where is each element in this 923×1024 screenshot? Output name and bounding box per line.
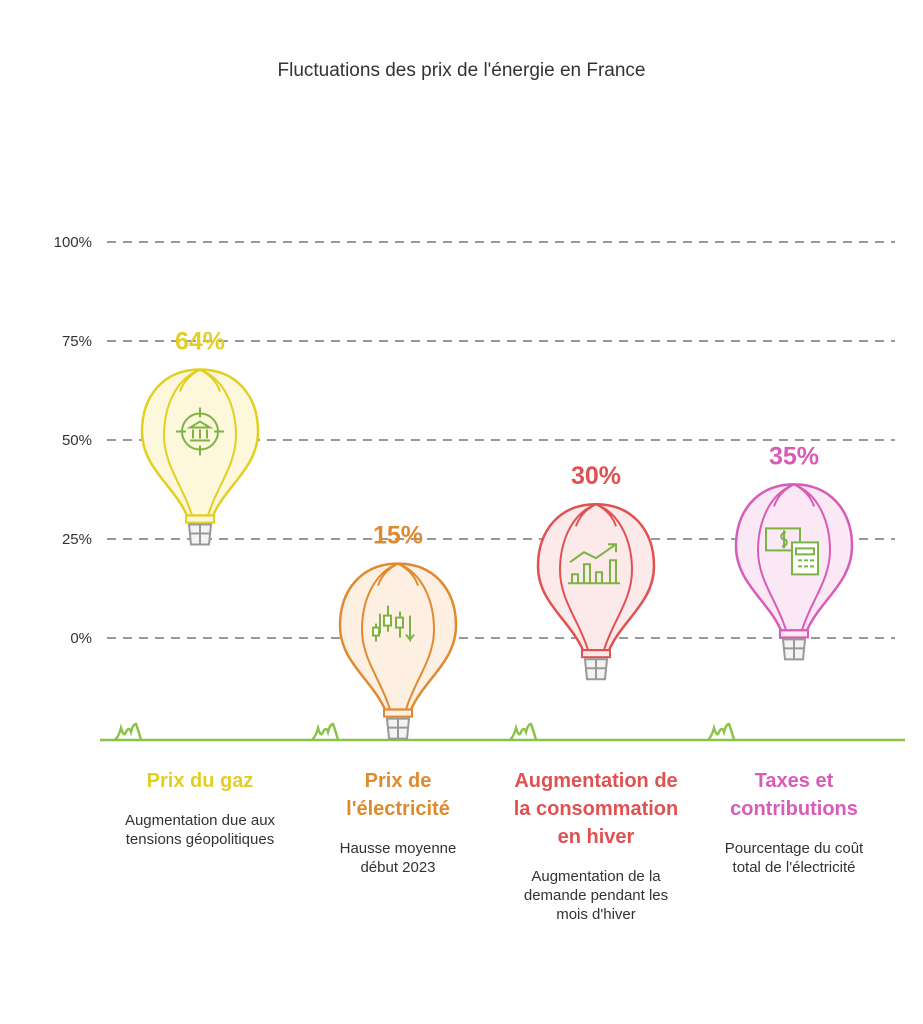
category-title: Prix de l'électricité [346,770,450,820]
balloon-bar [536,502,656,681]
value-label: 30% [571,462,621,490]
balloon-bar [140,368,260,546]
y-tick-label: 100% [54,234,92,251]
value-label: 64% [175,328,225,356]
category-description: Augmentation de la demande pendant les m… [523,868,669,923]
category-title: Augmentation de la consommation en hiver [513,770,679,848]
y-tick-label: 25% [62,531,92,548]
category-column: Augmentation de la consommation en hiver… [501,767,691,924]
value-label: 35% [769,442,819,470]
bank-target-icon [176,407,224,456]
value-label: 15% [373,522,423,550]
chart-title: Fluctuations des prix de l'énergie en Fr… [277,60,646,81]
y-tick-label: 50% [62,432,92,449]
ground-line [100,722,905,742]
candlestick-chart-icon [372,605,415,643]
category-column: Prix de l'électricité Hausse moyenne débu… [303,767,493,877]
category-description: Augmentation due aux tensions géopolitiq… [124,812,276,848]
category-title: Prix du gaz [146,770,254,792]
balloon-bar [734,483,854,661]
money-calculator-icon [765,527,819,576]
category-description: Pourcentage du coût total de l'électrici… [724,840,864,876]
bar-chart-growth-icon [568,543,620,585]
category-title: Taxes et contributions [730,770,858,820]
y-tick-label: 0% [70,630,92,647]
category-description: Hausse moyenne début 2023 [339,840,457,876]
balloon-bar [338,562,458,740]
category-column: Taxes et contributions Pourcentage du coû… [699,767,889,877]
category-column: Prix du gaz Augmentation due aux tensions… [105,767,295,849]
y-tick-label: 75% [62,333,92,350]
